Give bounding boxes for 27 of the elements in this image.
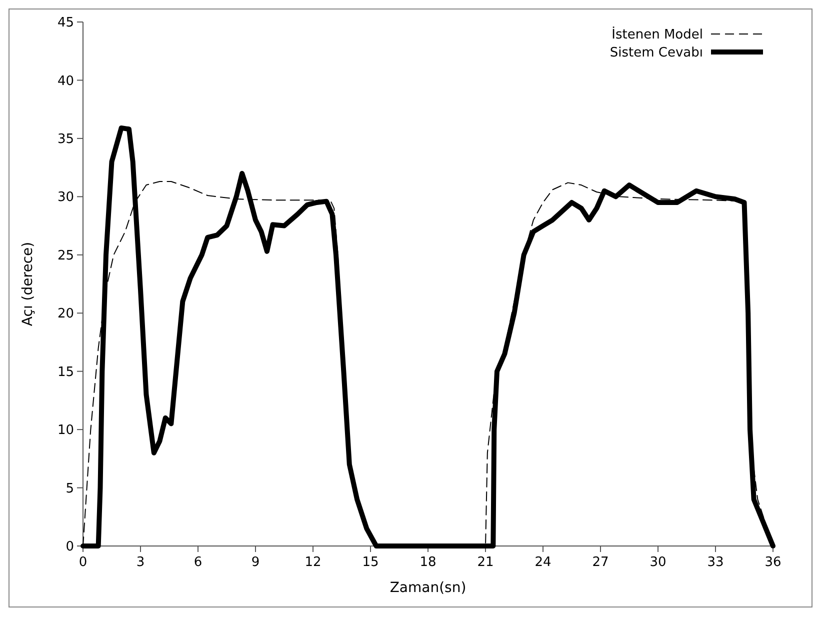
x-tick-label: 3 xyxy=(136,555,145,570)
x-tick-label: 36 xyxy=(764,555,782,570)
y-tick-label: 30 xyxy=(57,190,74,206)
x-tick-label: 33 xyxy=(707,555,724,570)
y-tick-label: 40 xyxy=(57,74,74,89)
y-tick-label: 35 xyxy=(57,132,74,147)
x-axis-title: Zaman(sn) xyxy=(390,580,466,596)
y-tick-label: 15 xyxy=(57,364,74,380)
x-tick-label: 30 xyxy=(650,555,666,570)
x-tick-label: 18 xyxy=(420,555,436,570)
y-tick-label: 5 xyxy=(66,481,74,496)
y-tick-label: 45 xyxy=(57,16,74,31)
x-tick-label: 0 xyxy=(78,555,88,570)
x-tick-label: 9 xyxy=(251,555,260,570)
x-tick-label: 12 xyxy=(304,555,322,570)
x-tick-label: 27 xyxy=(592,555,609,570)
y-tick-label: 20 xyxy=(57,306,74,322)
x-tick-label: 6 xyxy=(194,555,202,570)
y-tick-label: 25 xyxy=(57,248,74,264)
y-tick-label: 0 xyxy=(66,540,74,555)
legend-label: İstenen Model xyxy=(612,26,703,43)
y-tick-label: 10 xyxy=(57,423,74,438)
y-axis-title: Açı (derece) xyxy=(20,242,36,326)
x-tick-label: 15 xyxy=(362,555,379,570)
legend-label: Sistem Cevabı xyxy=(610,46,703,61)
x-tick-label: 21 xyxy=(477,555,494,570)
x-tick-label: 24 xyxy=(534,555,552,570)
